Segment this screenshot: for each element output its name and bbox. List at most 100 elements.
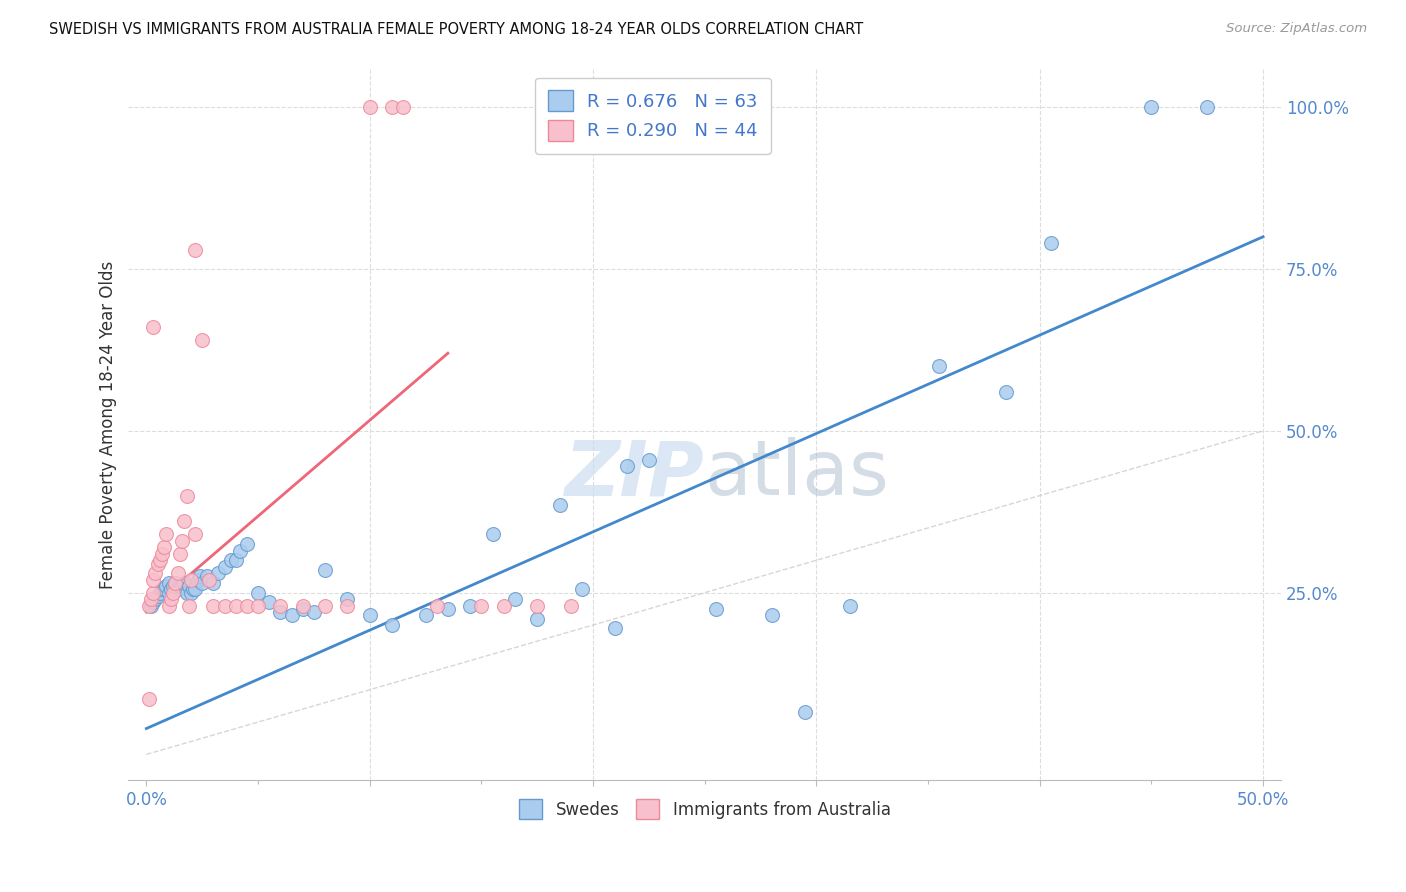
Point bbox=[995, 385, 1018, 400]
Point bbox=[191, 576, 214, 591]
Y-axis label: Female Poverty Among 18-24 Year Olds: Female Poverty Among 18-24 Year Olds bbox=[100, 260, 117, 589]
Point bbox=[236, 599, 259, 613]
Point bbox=[146, 557, 169, 571]
Point bbox=[160, 582, 183, 597]
Point bbox=[173, 576, 195, 591]
Point bbox=[571, 582, 593, 597]
Point bbox=[470, 599, 492, 613]
Point bbox=[143, 566, 166, 581]
Point bbox=[202, 576, 225, 591]
Text: SWEDISH VS IMMIGRANTS FROM AUSTRALIA FEMALE POVERTY AMONG 18-24 YEAR OLDS CORREL: SWEDISH VS IMMIGRANTS FROM AUSTRALIA FEM… bbox=[49, 22, 863, 37]
Point bbox=[142, 320, 165, 334]
Point bbox=[526, 599, 548, 613]
Point bbox=[170, 533, 193, 548]
Point bbox=[481, 527, 503, 541]
Point bbox=[155, 527, 177, 541]
Point bbox=[225, 553, 247, 567]
Point bbox=[181, 582, 204, 597]
Point bbox=[761, 608, 783, 623]
Point bbox=[202, 599, 225, 613]
Point bbox=[162, 579, 184, 593]
Point bbox=[198, 573, 221, 587]
Point bbox=[176, 585, 198, 599]
Legend: Swedes, Immigrants from Australia: Swedes, Immigrants from Australia bbox=[512, 793, 897, 825]
Text: ZIP: ZIP bbox=[565, 437, 704, 511]
Point bbox=[169, 547, 191, 561]
Point bbox=[157, 576, 180, 591]
Point bbox=[548, 498, 571, 512]
Point bbox=[302, 605, 325, 619]
Point bbox=[207, 566, 229, 581]
Point bbox=[184, 582, 207, 597]
Point bbox=[526, 611, 548, 625]
Point bbox=[560, 599, 582, 613]
Point bbox=[214, 599, 236, 613]
Point bbox=[150, 547, 173, 561]
Point bbox=[1039, 236, 1062, 251]
Point bbox=[176, 489, 198, 503]
Point bbox=[166, 566, 188, 581]
Point bbox=[187, 573, 209, 587]
Point bbox=[225, 599, 247, 613]
Point bbox=[155, 579, 177, 593]
Point bbox=[150, 582, 173, 597]
Point bbox=[146, 589, 169, 603]
Point bbox=[314, 599, 336, 613]
Point bbox=[157, 599, 180, 613]
Point bbox=[336, 592, 359, 607]
Point bbox=[229, 543, 252, 558]
Text: atlas: atlas bbox=[704, 437, 890, 511]
Point bbox=[291, 602, 314, 616]
Point bbox=[291, 599, 314, 613]
Point bbox=[503, 592, 526, 607]
Point bbox=[214, 559, 236, 574]
Point bbox=[195, 569, 218, 583]
Point bbox=[177, 579, 200, 593]
Point bbox=[314, 563, 336, 577]
Point bbox=[162, 585, 184, 599]
Point bbox=[1197, 100, 1219, 114]
Point bbox=[605, 621, 627, 635]
Point bbox=[191, 333, 214, 347]
Point bbox=[149, 585, 172, 599]
Point bbox=[138, 692, 160, 706]
Point bbox=[153, 582, 176, 597]
Point bbox=[257, 595, 280, 609]
Point bbox=[381, 100, 404, 114]
Point bbox=[188, 569, 211, 583]
Point bbox=[638, 453, 661, 467]
Point bbox=[143, 592, 166, 607]
Point bbox=[426, 599, 449, 613]
Point bbox=[336, 599, 359, 613]
Point bbox=[180, 573, 202, 587]
Point bbox=[153, 541, 176, 555]
Point bbox=[359, 608, 381, 623]
Point bbox=[269, 605, 291, 619]
Point bbox=[928, 359, 950, 374]
Point bbox=[184, 527, 207, 541]
Point bbox=[180, 585, 202, 599]
Point bbox=[170, 579, 193, 593]
Point bbox=[139, 592, 162, 607]
Point bbox=[794, 706, 817, 720]
Point bbox=[177, 599, 200, 613]
Point bbox=[142, 595, 165, 609]
Point bbox=[359, 100, 381, 114]
Point bbox=[269, 599, 291, 613]
Point bbox=[381, 618, 404, 632]
Point bbox=[415, 608, 437, 623]
Point bbox=[160, 592, 183, 607]
Point bbox=[139, 599, 162, 613]
Point bbox=[704, 602, 727, 616]
Point bbox=[142, 585, 165, 599]
Point bbox=[184, 243, 207, 257]
Point bbox=[173, 515, 195, 529]
Point bbox=[392, 100, 415, 114]
Point bbox=[149, 553, 172, 567]
Point bbox=[169, 579, 191, 593]
Point bbox=[838, 599, 860, 613]
Point bbox=[138, 599, 160, 613]
Point bbox=[165, 576, 187, 591]
Point bbox=[165, 576, 187, 591]
Point bbox=[437, 602, 460, 616]
